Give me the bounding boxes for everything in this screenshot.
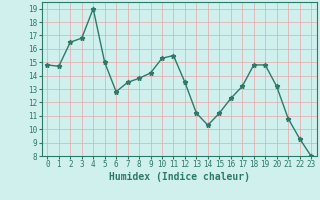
X-axis label: Humidex (Indice chaleur): Humidex (Indice chaleur) [109, 172, 250, 182]
